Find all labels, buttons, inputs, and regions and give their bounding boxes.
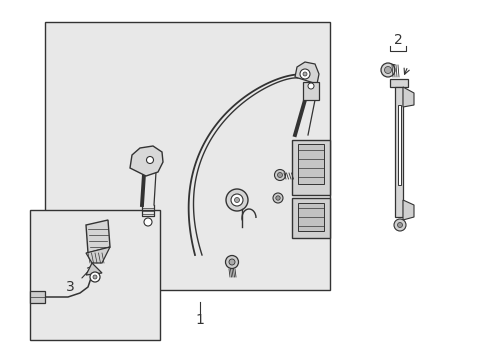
Bar <box>303 82 318 100</box>
Circle shape <box>275 196 280 200</box>
Circle shape <box>90 272 100 282</box>
Polygon shape <box>294 62 318 84</box>
Circle shape <box>146 157 153 163</box>
Polygon shape <box>86 247 110 263</box>
Circle shape <box>225 256 238 269</box>
Polygon shape <box>130 146 163 176</box>
Bar <box>45 22 329 290</box>
Circle shape <box>384 67 391 73</box>
Circle shape <box>230 194 243 206</box>
Text: 3: 3 <box>65 280 74 294</box>
Circle shape <box>225 189 247 211</box>
Polygon shape <box>86 220 110 253</box>
Polygon shape <box>86 263 102 275</box>
Circle shape <box>93 275 97 279</box>
Text: 2: 2 <box>393 33 402 47</box>
Circle shape <box>277 172 282 177</box>
Circle shape <box>397 222 402 228</box>
Bar <box>389 79 407 87</box>
Polygon shape <box>402 200 413 220</box>
Bar <box>30 291 45 303</box>
Bar <box>394 87 402 217</box>
Bar <box>291 198 329 238</box>
Text: 1: 1 <box>195 313 204 327</box>
Circle shape <box>307 83 313 89</box>
Circle shape <box>380 63 394 77</box>
Bar <box>397 105 400 185</box>
Circle shape <box>393 219 405 231</box>
Circle shape <box>143 218 152 226</box>
Circle shape <box>299 69 309 79</box>
Circle shape <box>228 259 235 265</box>
Bar <box>297 144 324 184</box>
Bar <box>30 210 160 340</box>
Bar <box>297 203 324 231</box>
Polygon shape <box>402 87 413 107</box>
Circle shape <box>274 170 285 180</box>
Circle shape <box>234 198 239 202</box>
Circle shape <box>303 72 306 76</box>
Bar <box>291 140 329 195</box>
Circle shape <box>272 193 283 203</box>
